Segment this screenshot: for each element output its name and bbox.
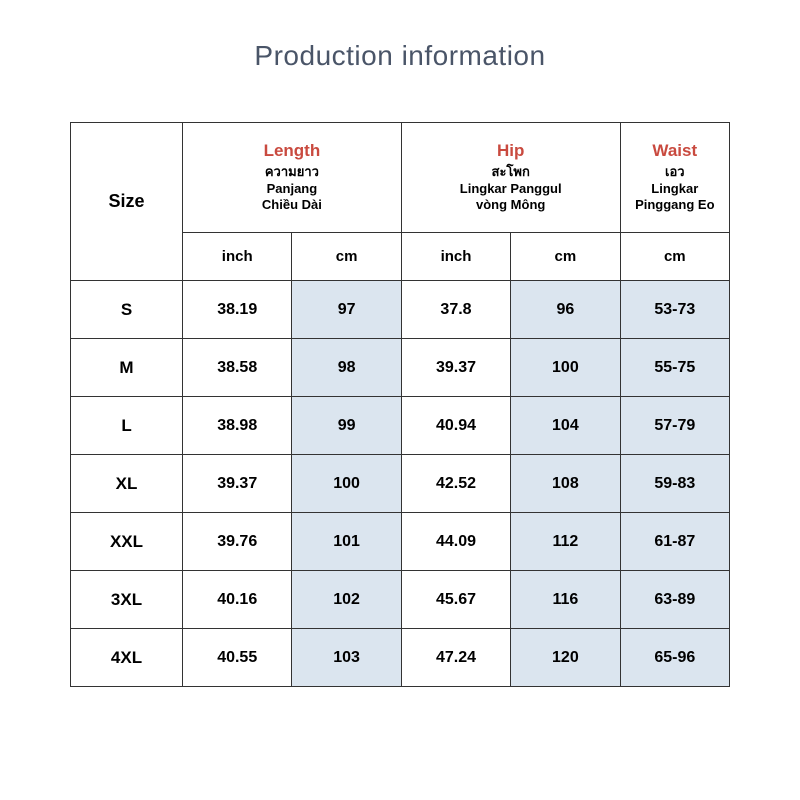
size-table-body: S38.199737.89653-73M38.589839.3710055-75… bbox=[71, 281, 730, 687]
cell-hip-inch: 45.67 bbox=[401, 571, 510, 629]
cell-length-inch: 39.37 bbox=[183, 455, 292, 513]
cell-size: XXL bbox=[71, 513, 183, 571]
cell-size: XL bbox=[71, 455, 183, 513]
header-hip-main: Hip bbox=[406, 141, 616, 161]
size-table: Size Length ความยาว Panjang Chiều Dài Hi… bbox=[70, 122, 730, 687]
cell-waist-cm: 57-79 bbox=[620, 397, 729, 455]
cell-length-inch: 40.16 bbox=[183, 571, 292, 629]
cell-length-cm: 98 bbox=[292, 339, 401, 397]
header-waist-main: Waist bbox=[625, 141, 725, 161]
cell-length-inch: 40.55 bbox=[183, 629, 292, 687]
header-waist-thai: เอว bbox=[625, 164, 725, 181]
header-length-thai: ความยาว bbox=[187, 164, 397, 181]
cell-waist-cm: 65-96 bbox=[620, 629, 729, 687]
header-hip-inch: inch bbox=[401, 233, 510, 281]
header-size: Size bbox=[71, 123, 183, 281]
cell-hip-inch: 42.52 bbox=[401, 455, 510, 513]
cell-length-cm: 99 bbox=[292, 397, 401, 455]
cell-hip-cm: 112 bbox=[511, 513, 620, 571]
header-waist: Waist เอว Lingkar Pinggang Eo bbox=[620, 123, 729, 233]
cell-size: 3XL bbox=[71, 571, 183, 629]
cell-length-cm: 103 bbox=[292, 629, 401, 687]
table-row: 4XL40.5510347.2412065-96 bbox=[71, 629, 730, 687]
header-length-cm: cm bbox=[292, 233, 401, 281]
cell-length-cm: 102 bbox=[292, 571, 401, 629]
header-hip-viet: vòng Mông bbox=[406, 197, 616, 214]
cell-hip-inch: 44.09 bbox=[401, 513, 510, 571]
header-hip-cm: cm bbox=[511, 233, 620, 281]
cell-waist-cm: 59-83 bbox=[620, 455, 729, 513]
cell-size: S bbox=[71, 281, 183, 339]
header-waist-indo: Lingkar bbox=[625, 181, 725, 198]
header-length-indo: Panjang bbox=[187, 181, 397, 198]
header-hip-indo: Lingkar Panggul bbox=[406, 181, 616, 198]
cell-hip-cm: 104 bbox=[511, 397, 620, 455]
cell-length-cm: 101 bbox=[292, 513, 401, 571]
cell-length-inch: 38.58 bbox=[183, 339, 292, 397]
cell-size: M bbox=[71, 339, 183, 397]
cell-size: L bbox=[71, 397, 183, 455]
cell-hip-inch: 37.8 bbox=[401, 281, 510, 339]
header-waist-cm: cm bbox=[620, 233, 729, 281]
cell-length-cm: 97 bbox=[292, 281, 401, 339]
header-length-inch: inch bbox=[183, 233, 292, 281]
header-length-main: Length bbox=[187, 141, 397, 161]
cell-waist-cm: 55-75 bbox=[620, 339, 729, 397]
table-row: L38.989940.9410457-79 bbox=[71, 397, 730, 455]
table-row: XL39.3710042.5210859-83 bbox=[71, 455, 730, 513]
table-row: S38.199737.89653-73 bbox=[71, 281, 730, 339]
table-row: XXL39.7610144.0911261-87 bbox=[71, 513, 730, 571]
header-waist-viet: Pinggang Eo bbox=[625, 197, 725, 214]
header-hip: Hip สะโพก Lingkar Panggul vòng Mông bbox=[401, 123, 620, 233]
cell-size: 4XL bbox=[71, 629, 183, 687]
cell-hip-inch: 40.94 bbox=[401, 397, 510, 455]
cell-length-cm: 100 bbox=[292, 455, 401, 513]
cell-hip-inch: 47.24 bbox=[401, 629, 510, 687]
cell-length-inch: 39.76 bbox=[183, 513, 292, 571]
page-title: Production information bbox=[70, 40, 730, 72]
cell-waist-cm: 63-89 bbox=[620, 571, 729, 629]
cell-length-inch: 38.19 bbox=[183, 281, 292, 339]
header-hip-thai: สะโพก bbox=[406, 164, 616, 181]
cell-waist-cm: 53-73 bbox=[620, 281, 729, 339]
cell-hip-cm: 108 bbox=[511, 455, 620, 513]
header-length: Length ความยาว Panjang Chiều Dài bbox=[183, 123, 402, 233]
header-length-viet: Chiều Dài bbox=[187, 197, 397, 214]
cell-waist-cm: 61-87 bbox=[620, 513, 729, 571]
cell-hip-cm: 96 bbox=[511, 281, 620, 339]
table-row: 3XL40.1610245.6711663-89 bbox=[71, 571, 730, 629]
table-row: M38.589839.3710055-75 bbox=[71, 339, 730, 397]
cell-hip-cm: 100 bbox=[511, 339, 620, 397]
cell-hip-cm: 120 bbox=[511, 629, 620, 687]
cell-length-inch: 38.98 bbox=[183, 397, 292, 455]
cell-hip-inch: 39.37 bbox=[401, 339, 510, 397]
cell-hip-cm: 116 bbox=[511, 571, 620, 629]
